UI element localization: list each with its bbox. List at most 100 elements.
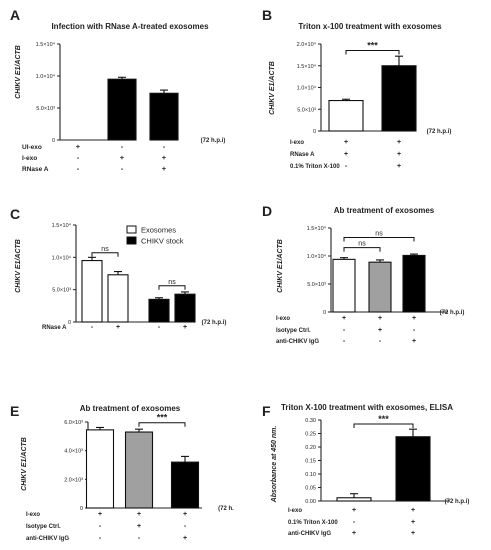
factor-sign: - — [345, 163, 348, 170]
y-tick-label: 1.5×10⁴ — [36, 41, 56, 48]
factor-sign: + — [116, 324, 120, 331]
chart-panel-d: D Ab treatment of exosomes CHIKV E1/ACTB 0 5… — [262, 203, 464, 345]
factor-sign: - — [163, 142, 166, 151]
factor-label: anti-CHIKV IgG — [288, 531, 331, 537]
factor-sign: - — [99, 523, 102, 530]
factor-sign: - — [121, 164, 124, 173]
factor-sign: + — [412, 338, 416, 345]
bar — [81, 260, 103, 323]
y-tick-label: 0.05 — [305, 486, 316, 492]
y-tick-label: 0.15 — [305, 459, 316, 465]
bar — [395, 436, 431, 502]
factor-label: I-exo — [22, 155, 37, 162]
time-label: (72 h. — [218, 506, 234, 512]
bar — [336, 497, 372, 502]
factor-label: I-exo — [288, 508, 302, 514]
significance-label: ns — [168, 279, 176, 286]
chart-panel-f: F Triton X-100 treatment with exosomes, E… — [262, 403, 469, 537]
y-tick-label: 4.0×10³ — [64, 449, 83, 455]
factor-label: RNase A — [290, 152, 315, 158]
chart-panel-b: B Triton x-100 treatment with exosomes CHI… — [262, 7, 451, 170]
y-tick-label: 2.0×10³ — [64, 477, 83, 483]
factor-sign: + — [397, 139, 401, 146]
factor-sign: - — [343, 327, 346, 334]
significance-label: *** — [157, 413, 168, 423]
factor-sign: + — [352, 530, 356, 537]
factor-sign: + — [342, 315, 346, 322]
panel-letter: B — [262, 7, 272, 23]
chart-title: Triton X-100 treatment with exosomes, EL… — [281, 403, 453, 412]
factor-sign: - — [379, 338, 382, 345]
y-tick-label: 5.0×10³ — [297, 107, 316, 113]
chart-panel-a: A Infection with RNase A-treated exosomes… — [10, 7, 225, 173]
factor-label: Isotype Ctrl. — [26, 524, 61, 530]
factor-sign: - — [413, 327, 416, 334]
bar — [332, 258, 356, 313]
panel-letter: C — [10, 206, 20, 222]
significance-label: *** — [367, 41, 378, 51]
factor-sign: + — [411, 530, 415, 537]
factor-sign: + — [137, 523, 141, 530]
chart-title: Ab treatment of exosomes — [334, 206, 435, 215]
time-label: (72 h.p.i) — [202, 320, 227, 326]
y-axis-label: CHIKV E1/ACTB — [15, 45, 22, 99]
factor-sign: + — [183, 511, 187, 518]
significance-bracket — [138, 422, 186, 427]
chart-title: Infection with RNase A-treated exosomes — [51, 22, 209, 31]
bar — [170, 461, 200, 509]
legend-swatch — [126, 236, 137, 245]
factor-sign: - — [184, 523, 187, 530]
y-tick-label: 5.0×10³ — [52, 288, 71, 294]
y-tick-label: 5.0×10³ — [36, 106, 55, 112]
legend-label: CHIKV stock — [141, 237, 184, 246]
bar — [85, 429, 115, 509]
significance-bracket — [343, 247, 381, 252]
y-tick-label: 1.0×10⁴ — [36, 73, 56, 80]
factor-sign: - — [77, 164, 80, 173]
significance-bracket — [158, 285, 186, 290]
factor-label: 0.1% Triton X-100 — [290, 164, 340, 170]
factor-sign: - — [99, 535, 102, 542]
significance-bracket — [345, 50, 400, 55]
factor-sign: + — [183, 535, 187, 542]
factor-sign: + — [76, 142, 81, 151]
panel-letter: E — [10, 403, 19, 419]
panel-letter: A — [10, 7, 20, 23]
y-tick-label: 1.5×10⁴ — [297, 63, 317, 70]
factor-sign: - — [353, 519, 356, 526]
significance-label: *** — [378, 414, 389, 424]
factor-label: UI-exo — [22, 144, 42, 151]
chart-panel-e: E Ab treatment of exosomes CHIKV E1/ACTB 0 2… — [10, 403, 234, 542]
y-tick-label: 5.0×10³ — [307, 282, 326, 288]
bar — [148, 298, 170, 323]
bar — [107, 78, 137, 141]
factor-label: I-exo — [290, 140, 304, 146]
y-tick-label: 0 — [68, 320, 71, 326]
factor-sign: + — [120, 153, 125, 162]
bar — [124, 431, 154, 509]
time-label: (72 h.p.i) — [201, 138, 226, 144]
factor-sign: + — [352, 507, 356, 514]
y-tick-label: 0.00 — [305, 499, 316, 505]
y-tick-label: 6.0×10³ — [64, 420, 83, 426]
factor-sign: + — [98, 511, 102, 518]
y-tick-label: 0 — [52, 138, 55, 144]
factor-label: 0.1% Triton X-100 — [288, 520, 338, 526]
significance-label: ns — [358, 241, 366, 248]
factor-sign: + — [397, 163, 401, 170]
factor-sign: + — [411, 507, 415, 514]
significance-label: ns — [375, 231, 383, 238]
factor-sign: + — [137, 511, 141, 518]
bar — [149, 92, 179, 141]
factor-label: I-exo — [276, 316, 290, 322]
significance-bracket — [91, 252, 119, 257]
factor-sign: - — [91, 324, 94, 331]
y-axis-label: CHIKV E1/ACTB — [277, 239, 284, 293]
factor-label: RNase A — [42, 325, 67, 331]
y-tick-label: 0.25 — [305, 432, 316, 438]
factor-sign: + — [378, 327, 382, 334]
factor-sign: + — [397, 151, 401, 158]
time-label: (72 h.p.i) — [440, 310, 465, 316]
factor-sign: + — [411, 519, 415, 526]
factor-label: anti-CHIKV IgG — [26, 536, 69, 542]
